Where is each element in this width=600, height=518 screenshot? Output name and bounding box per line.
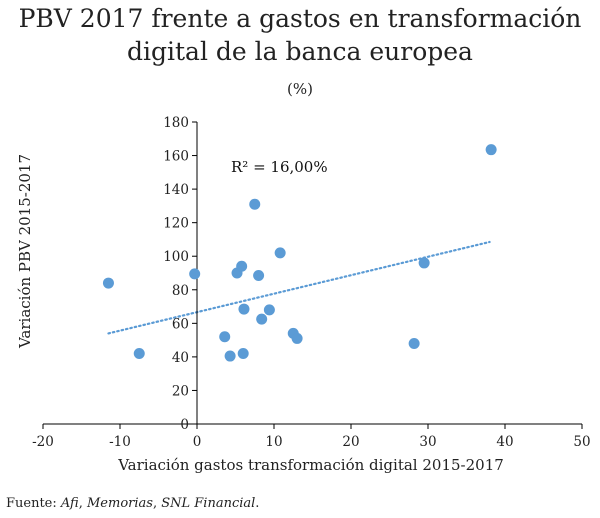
scatter-point xyxy=(256,313,268,325)
linear-trendline xyxy=(107,240,491,335)
y-tick-label: 80 xyxy=(172,283,189,299)
y-axis-label: Variación PBV 2015-2017 xyxy=(16,154,34,349)
source-item-afi: Afi xyxy=(60,496,79,511)
source-prefix: Fuente: xyxy=(6,496,61,511)
x-tick-label: 30 xyxy=(419,434,436,450)
source-suffix: . xyxy=(255,496,260,511)
scatter-point xyxy=(219,331,231,343)
x-axis-label: Variación gastos transformación digital … xyxy=(117,456,504,474)
source-note: Fuente: Afi, Memorias, SNL Financial. xyxy=(6,496,259,511)
scatter-point xyxy=(224,350,236,362)
x-tick-label: 20 xyxy=(342,434,359,450)
y-tick-label: 40 xyxy=(172,350,189,366)
y-tick-label: 0 xyxy=(180,417,189,433)
source-separator-2: , xyxy=(152,496,162,511)
y-tick-label: 120 xyxy=(163,216,189,232)
source-item-memorias: Memorias xyxy=(87,496,153,511)
scatter-point xyxy=(418,257,430,269)
scatter-point xyxy=(236,260,248,272)
scatter-point xyxy=(263,304,275,316)
chart-title: PBV 2017 frente a gastos en transformaci… xyxy=(0,2,600,68)
y-tick-label: 160 xyxy=(163,149,189,165)
scatter-point xyxy=(485,144,497,156)
scatter-point xyxy=(274,247,286,259)
y-tick-label: 60 xyxy=(172,316,189,332)
scatter-point xyxy=(249,198,261,210)
y-tick-label: 180 xyxy=(163,115,189,131)
x-tick-label: 40 xyxy=(496,434,513,450)
y-tick-label: 140 xyxy=(163,182,189,198)
chart-title-line-1: PBV 2017 frente a gastos en transformaci… xyxy=(18,4,582,33)
source-item-snl: SNL Financial xyxy=(161,496,256,511)
y-tick-label: 100 xyxy=(163,249,189,265)
chart-title-line-2: digital de la banca europea xyxy=(127,37,473,66)
scatter-point xyxy=(133,348,145,360)
scatter-point xyxy=(102,277,114,289)
x-tick-label: 10 xyxy=(265,434,282,450)
scatter-point xyxy=(253,270,265,282)
scatter-point xyxy=(237,348,249,360)
r-squared-annotation: R² = 16,00% xyxy=(231,158,328,176)
scatter-point xyxy=(238,303,250,315)
scatter-point xyxy=(189,268,201,280)
chart-subtitle: (%) xyxy=(287,80,313,98)
x-tick-label: -10 xyxy=(109,434,131,450)
x-tick-label: 50 xyxy=(573,434,590,450)
y-tick-label: 20 xyxy=(172,383,189,399)
source-separator-1: , xyxy=(78,496,87,511)
scatter-point xyxy=(291,332,303,344)
x-tick-label: 0 xyxy=(193,434,202,450)
scatter-point xyxy=(408,337,420,349)
x-tick-label: -20 xyxy=(32,434,54,450)
